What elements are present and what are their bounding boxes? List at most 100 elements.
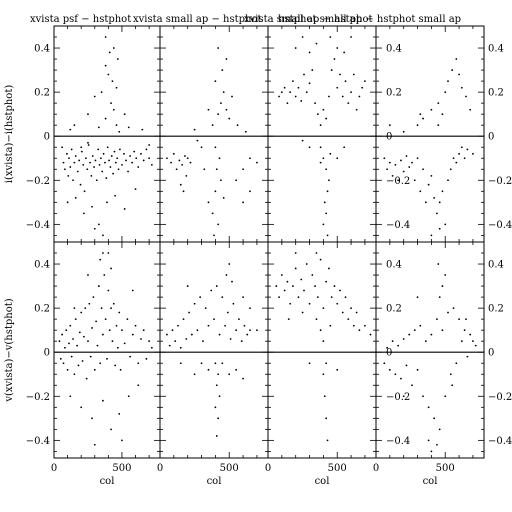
panel-2-4: −0.4 −0.2 0 0.2 0.4 −0.4 −0.2 0 0.2 0.4 0 500 col: [373, 241, 512, 487]
data-point: [350, 91, 352, 94]
data-point: [460, 146, 463, 149]
data-point: [315, 318, 318, 321]
data-point: [63, 168, 66, 171]
x-tick-label: 0: [373, 463, 379, 474]
data-point: [235, 329, 238, 332]
data-point: [213, 318, 215, 321]
data-point: [294, 252, 297, 254]
data-point: [405, 364, 408, 367]
data-point: [215, 435, 218, 437]
data-point: [112, 47, 115, 49]
data-point: [100, 91, 103, 94]
data-point: [437, 102, 440, 105]
data-point: [322, 108, 325, 111]
data-point: [451, 384, 454, 387]
data-point: [210, 289, 213, 292]
x-axis-label: col: [207, 476, 222, 487]
data-point: [109, 166, 112, 168]
right-y-tick-label: −0.4: [488, 220, 512, 231]
data-point: [88, 302, 91, 305]
data-point: [400, 159, 402, 162]
data-point: [249, 157, 251, 160]
data-point: [142, 159, 145, 162]
data-point: [108, 51, 111, 54]
y-tick-label: 0: [386, 348, 392, 359]
data-point: [70, 148, 73, 151]
data-point: [108, 159, 110, 162]
data-point: [301, 36, 304, 38]
data-point: [242, 377, 244, 380]
data-point: [436, 318, 438, 321]
data-point: [430, 174, 433, 177]
panel-frame: [267, 25, 377, 243]
data-point: [249, 329, 251, 332]
data-point: [145, 148, 148, 151]
data-point: [85, 377, 88, 380]
data-point: [323, 395, 326, 398]
data-point: [322, 223, 325, 226]
data-point: [114, 194, 117, 197]
x-tick-label: 500: [112, 463, 131, 474]
data-point: [190, 333, 193, 336]
data-point: [441, 329, 444, 332]
data-point: [91, 205, 93, 208]
data-point: [394, 163, 397, 166]
data-point: [430, 450, 433, 453]
data-point: [278, 296, 280, 299]
data-point: [305, 263, 308, 265]
data-point: [137, 166, 140, 168]
data-point: [203, 168, 206, 171]
data-point: [242, 168, 244, 171]
panel-2-1: −0.4 −0.2 0 0.2 0.4 0 500 col: [26, 241, 161, 487]
y-axis-label-1: i(xvista)−i(hstphot): [4, 85, 15, 184]
data-point: [93, 95, 96, 98]
data-point: [118, 413, 121, 415]
panel-2-2: 0 500 col: [157, 241, 269, 487]
data-point: [68, 157, 70, 160]
data-point: [115, 86, 118, 89]
data-point: [388, 161, 391, 164]
data-point: [87, 144, 90, 146]
data-point: [226, 311, 229, 314]
data-point: [114, 161, 117, 164]
data-point: [69, 395, 72, 398]
data-point: [308, 362, 311, 365]
data-point: [58, 340, 61, 343]
x-tick-label: 500: [220, 463, 239, 474]
data-point: [303, 289, 305, 292]
data-point: [207, 368, 210, 371]
data-point: [400, 377, 402, 380]
data-point: [104, 161, 106, 164]
data-point: [166, 157, 168, 160]
data-point: [344, 296, 347, 299]
data-point: [294, 95, 297, 98]
x-axis-label: col: [100, 476, 115, 487]
data-point: [441, 190, 444, 193]
data-point: [87, 340, 89, 343]
data-point: [347, 102, 350, 105]
data-point: [430, 108, 433, 111]
data-point: [422, 395, 424, 398]
data-point: [179, 346, 182, 349]
data-point: [437, 124, 440, 127]
data-point: [214, 146, 217, 149]
data-point: [68, 342, 70, 345]
data-point: [463, 329, 466, 332]
y-tick-label: 0.2: [34, 88, 50, 99]
data-point: [95, 320, 98, 323]
y-tick-label: 0.2: [34, 304, 50, 315]
data-point: [220, 179, 222, 182]
data-point: [85, 157, 87, 160]
data-point: [388, 368, 391, 371]
data-point: [336, 47, 339, 49]
data-point: [107, 252, 110, 254]
data-point: [469, 108, 472, 111]
data-point: [319, 161, 322, 164]
data-point: [329, 36, 332, 38]
data-point: [97, 126, 100, 129]
data-point: [465, 95, 467, 98]
data-point: [308, 146, 311, 149]
data-point: [102, 234, 104, 237]
data-point: [326, 190, 329, 193]
data-point: [319, 329, 322, 332]
